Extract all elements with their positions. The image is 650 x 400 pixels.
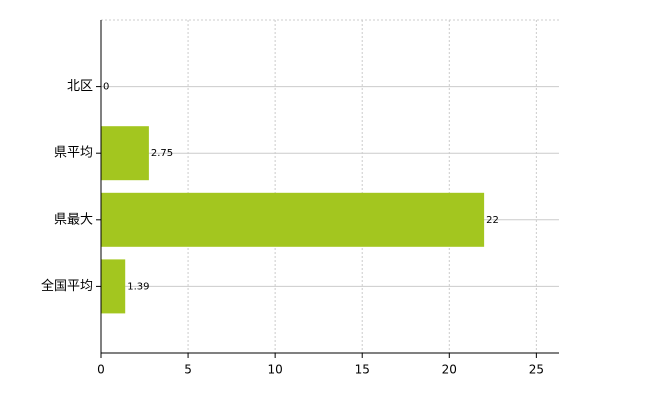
y-tick-label: 全国平均 — [41, 278, 93, 294]
x-tick-label: 15 — [355, 363, 370, 377]
value-label: 2.75 — [151, 148, 173, 159]
x-tick-label: 10 — [268, 363, 283, 377]
bar — [101, 259, 126, 314]
x-tick-label: 5 — [184, 363, 192, 377]
y-tick-label: 県最大 — [54, 212, 93, 227]
value-label: 0 — [103, 82, 109, 93]
x-tick-label: 0 — [97, 363, 105, 377]
x-tick-label: 25 — [529, 363, 544, 377]
x-tick-label: 20 — [442, 363, 457, 377]
bar — [101, 192, 485, 247]
y-tick-label: 北区 — [67, 79, 93, 94]
y-tick-label: 県平均 — [54, 146, 93, 161]
value-label: 1.39 — [127, 281, 149, 292]
bar — [101, 126, 149, 181]
value-label: 22 — [486, 215, 499, 226]
